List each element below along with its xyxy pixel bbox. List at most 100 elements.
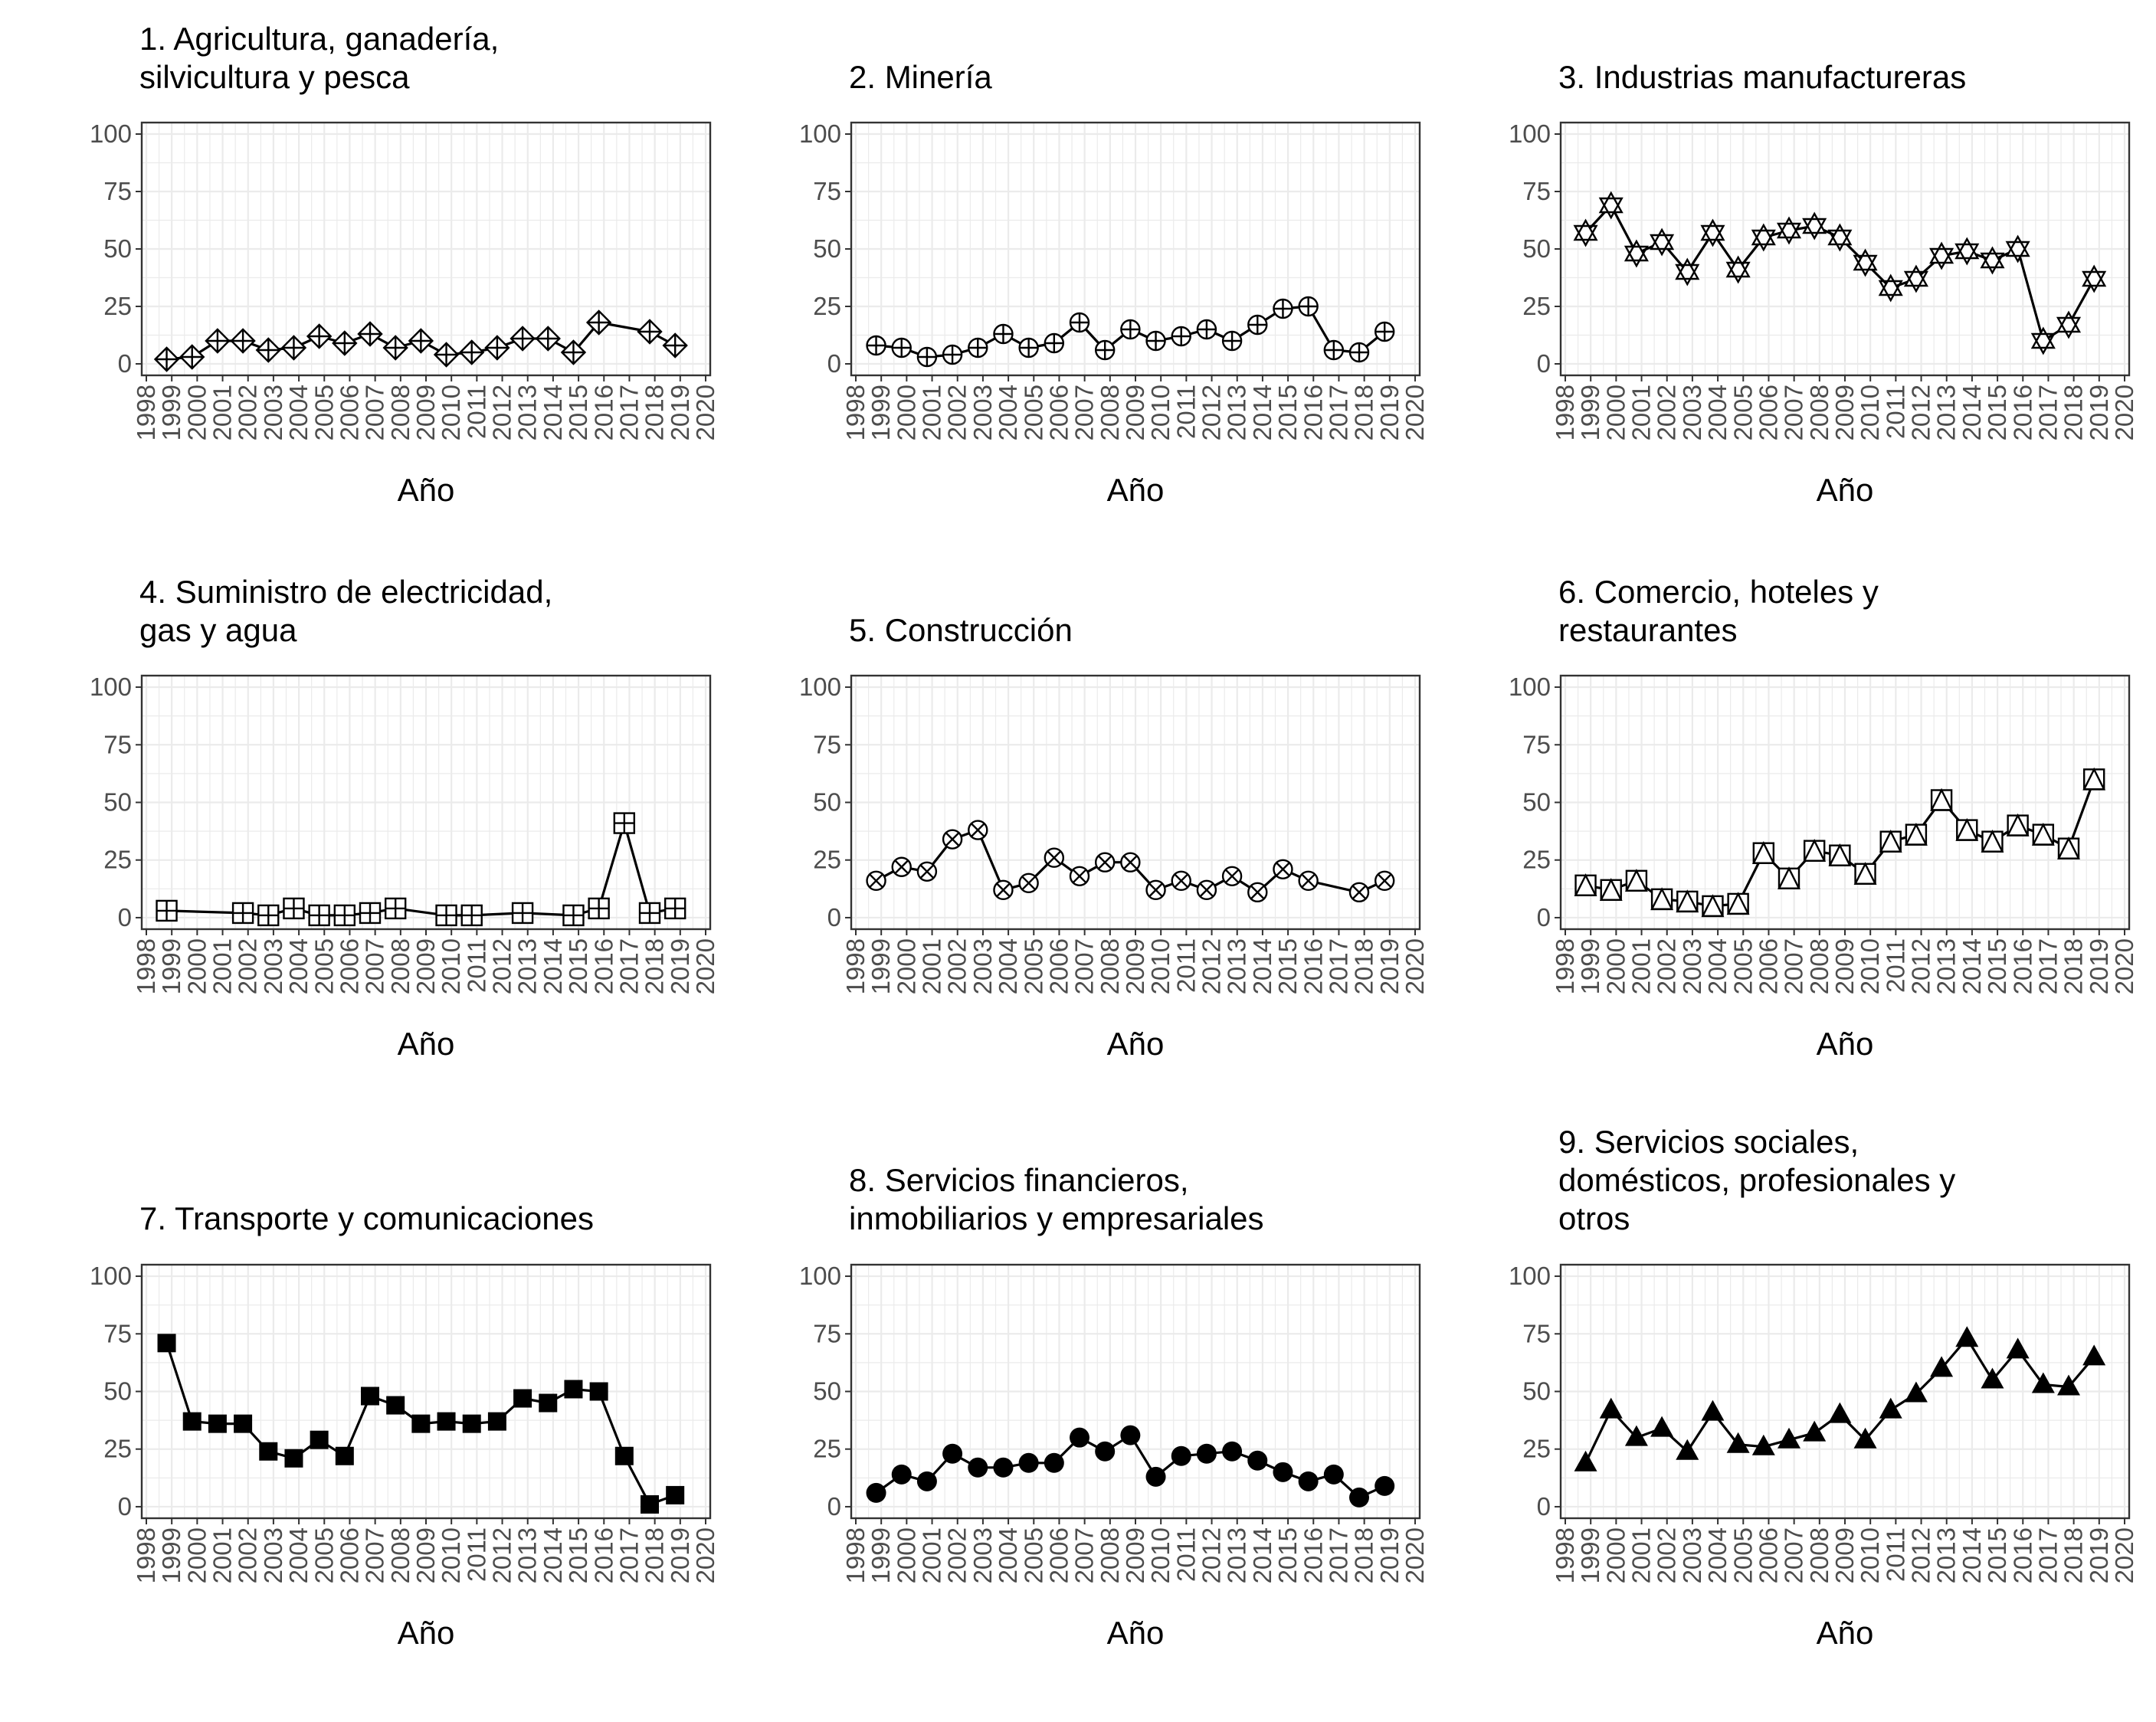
data-point	[234, 1414, 253, 1433]
chart-title: 3. Industrias manufactureras	[1558, 59, 1966, 95]
x-tick-label: 2015	[564, 1527, 592, 1583]
x-tick-label: 2001	[918, 385, 946, 440]
x-tick-label: 2004	[994, 1527, 1022, 1583]
data-point	[157, 1334, 176, 1353]
data-point	[1348, 882, 1370, 903]
x-tick-label: 2007	[1070, 385, 1099, 440]
y-tick-label: 0	[827, 349, 841, 378]
x-tick-label: 2003	[1678, 938, 1706, 994]
x-axis-label: Año	[1817, 1615, 1874, 1651]
x-tick-label: 2017	[2033, 385, 2062, 440]
data-point	[2031, 822, 2055, 846]
x-tick-label: 2016	[1299, 938, 1327, 994]
data-point	[560, 339, 587, 365]
x-tick-label: 2007	[361, 1527, 389, 1583]
x-tick-label: 2005	[1019, 938, 1047, 994]
y-tick-label: 25	[813, 292, 841, 320]
y-tick-label: 25	[103, 1435, 132, 1463]
data-point	[942, 344, 963, 365]
data-point	[1904, 822, 1928, 846]
data-point	[866, 1482, 886, 1503]
x-tick-label: 2019	[666, 1527, 694, 1583]
data-point	[359, 902, 382, 925]
data-point	[1904, 1381, 1928, 1403]
x-tick-label: 2014	[539, 938, 567, 994]
data-point	[1070, 1427, 1089, 1448]
data-point	[1120, 852, 1141, 872]
x-tick-label: 2020	[1401, 385, 1429, 440]
x-tick-label: 1998	[132, 385, 160, 440]
x-tick-label: 1999	[1576, 1527, 1604, 1583]
data-point	[1930, 1356, 1954, 1377]
data-point	[1044, 1452, 1064, 1473]
x-tick-label: 1999	[867, 938, 895, 994]
y-tick-label: 0	[118, 903, 132, 931]
x-tick-label: 2005	[310, 938, 338, 994]
x-tick-label: 2001	[208, 385, 237, 440]
x-tick-label: 2015	[1983, 938, 2011, 994]
x-tick-label: 2002	[1653, 1527, 1681, 1583]
data-point	[1273, 859, 1293, 879]
y-tick-label: 75	[813, 177, 841, 205]
data-point	[1018, 1452, 1039, 1473]
data-point	[2031, 1372, 2055, 1393]
data-point	[357, 321, 383, 347]
data-point	[589, 1382, 608, 1401]
data-point	[435, 904, 457, 927]
data-point	[408, 328, 434, 354]
x-axis-label: Año	[1107, 1026, 1165, 1062]
x-tick-label: 1998	[1551, 938, 1579, 994]
data-point	[284, 1449, 303, 1468]
panel-7: 7. Transporte y comunicaciones 0 25 50 75 100…	[90, 1200, 719, 1651]
x-tick-label: 2017	[2033, 1527, 2062, 1583]
data-point	[1171, 1445, 1191, 1466]
panel-5: 5. Construcción0255075100199819992000200…	[799, 612, 1429, 1062]
y-tick-label: 100	[799, 1262, 841, 1290]
y-tick-label: 0	[118, 349, 132, 378]
data-point	[230, 328, 256, 354]
x-axis-label: Año	[1107, 1615, 1165, 1651]
x-tick-label: 2010	[1146, 938, 1175, 994]
data-point	[333, 904, 356, 927]
chart-title: restaurantes	[1558, 612, 1737, 648]
x-tick-label: 2020	[691, 1527, 719, 1583]
data-point	[208, 1414, 227, 1433]
x-tick-label: 2019	[2085, 385, 2113, 440]
x-tick-label: 2006	[1754, 1527, 1782, 1583]
x-axis-label: Año	[398, 1615, 455, 1651]
x-tick-label: 2000	[1601, 385, 1630, 440]
data-point	[1701, 1400, 1725, 1421]
data-point	[1273, 298, 1293, 319]
data-point	[993, 879, 1014, 901]
x-tick-label: 1999	[1576, 385, 1604, 440]
chart-title: silvicultura y pesca	[139, 59, 410, 95]
data-point	[866, 335, 886, 356]
data-point	[257, 904, 280, 927]
x-tick-label: 2001	[1627, 385, 1656, 440]
x-tick-label: 2018	[641, 1527, 669, 1583]
x-tick-label: 2019	[666, 938, 694, 994]
chart-title: gas y agua	[139, 612, 297, 648]
y-tick-label: 0	[827, 1492, 841, 1521]
x-tick-label: 2009	[411, 1527, 440, 1583]
y-tick-label: 50	[1522, 788, 1551, 817]
x-tick-label: 1999	[867, 1527, 895, 1583]
x-tick-label: 2011	[1171, 385, 1200, 439]
data-point	[179, 344, 205, 370]
x-tick-label: 1998	[841, 938, 870, 994]
data-point	[459, 339, 485, 365]
data-point	[942, 829, 963, 850]
x-tick-label: 2008	[386, 385, 414, 440]
data-point	[510, 326, 536, 352]
x-tick-label: 2013	[513, 385, 542, 440]
data-point	[1171, 870, 1191, 892]
y-tick-label: 75	[813, 730, 841, 758]
data-point	[891, 1464, 912, 1485]
data-point	[1879, 1397, 1902, 1419]
data-point	[1751, 223, 1776, 252]
data-point	[916, 346, 938, 368]
x-tick-label: 2016	[589, 938, 618, 994]
data-point	[2030, 326, 2056, 355]
data-point	[2082, 767, 2106, 791]
